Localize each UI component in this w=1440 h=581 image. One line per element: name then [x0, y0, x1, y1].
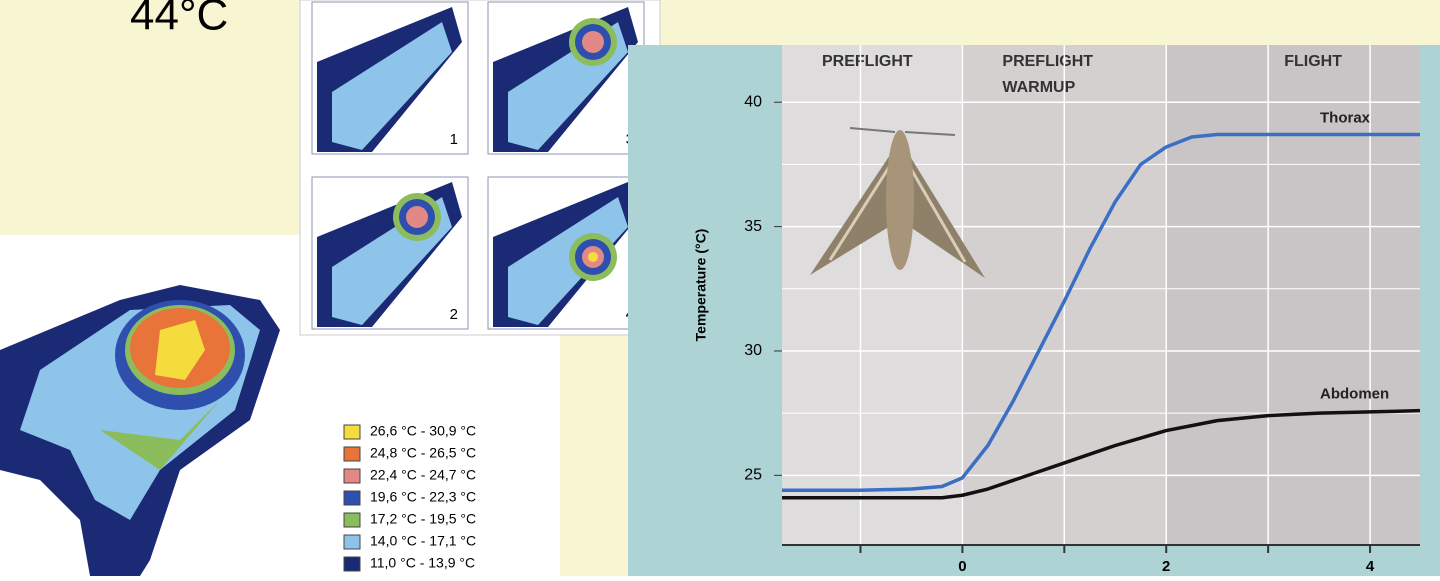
y-tick-label: 40: [744, 93, 762, 110]
series-line: [782, 132, 1420, 493]
y-tick-label: 35: [744, 218, 762, 235]
thermal-spot: [588, 252, 598, 262]
panel-number: 2: [450, 306, 458, 323]
legend-swatch: [343, 424, 361, 440]
y-axis-label: Temperature (°C): [693, 229, 709, 342]
legend-label: 17,2 °C - 19,5 °C: [370, 511, 476, 527]
hawk-moth: [810, 127, 985, 278]
legend-label: 14,0 °C - 17,1 °C: [370, 533, 476, 549]
series-line: [782, 408, 1421, 500]
thermal-shape: [332, 22, 452, 150]
legend-label: 19,6 °C - 22,3 °C: [370, 489, 476, 505]
series-label: Thorax: [1320, 110, 1371, 127]
legend-swatch: [343, 468, 361, 484]
phase-label: PREFLIGHT: [822, 53, 913, 70]
phase-region: [1166, 45, 1420, 545]
legend-swatch: [343, 446, 361, 462]
y-tick-label: 30: [744, 342, 762, 359]
thermal-shape: [508, 197, 628, 325]
legend-label: 26,6 °C - 30,9 °C: [370, 423, 476, 439]
x-tick-label: 0: [958, 558, 966, 575]
legend-label: 22,4 °C - 24,7 °C: [370, 467, 476, 483]
x-tick-label: 2: [1162, 558, 1170, 575]
thermal-spot: [582, 31, 604, 53]
phase-label: PREFLIGHT: [1002, 53, 1093, 70]
x-tick-label: 4: [1366, 558, 1375, 575]
y-tick-label: 25: [744, 467, 762, 484]
panel-number: 1: [450, 131, 458, 148]
legend-label: 11,0 °C - 13,9 °C: [370, 555, 475, 571]
phase-region: [782, 45, 963, 545]
legend-swatch: [343, 534, 361, 550]
legend-label: 24,8 °C - 26,5 °C: [370, 445, 476, 461]
thermal-moth: [0, 285, 280, 576]
phase-label: FLIGHT: [1284, 53, 1342, 70]
legend-swatch: [343, 556, 361, 572]
legend-swatch: [343, 490, 361, 506]
phase-label: WARMUP: [1002, 79, 1075, 96]
legend-swatch: [343, 512, 361, 528]
series-label: Abdomen: [1320, 386, 1389, 403]
temperature-text: 44°C: [130, 0, 228, 40]
thermal-spot: [406, 206, 428, 228]
